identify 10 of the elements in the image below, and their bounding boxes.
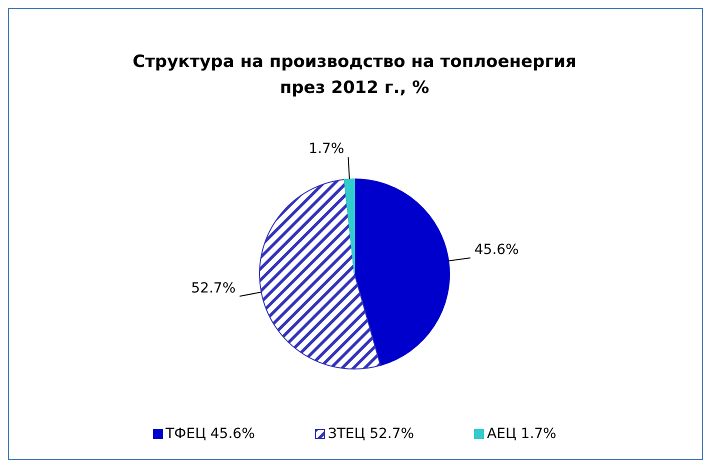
legend-label: ТФЕЦ 45.6% bbox=[166, 426, 255, 442]
pie-slice bbox=[259, 179, 381, 370]
data-label: 1.7% bbox=[308, 141, 344, 158]
pie-slice bbox=[344, 178, 355, 274]
data-label: 45.6% bbox=[474, 242, 519, 258]
legend-label: ЗТЕЦ 52.7% bbox=[328, 426, 414, 442]
legend-label: АЕЦ 1.7% bbox=[487, 426, 556, 442]
chart-title: Структура на производство на топлоенергия през 2012 г., % bbox=[132, 51, 578, 100]
pie-slice bbox=[354, 178, 450, 366]
data-label: 52.7% bbox=[191, 280, 236, 296]
